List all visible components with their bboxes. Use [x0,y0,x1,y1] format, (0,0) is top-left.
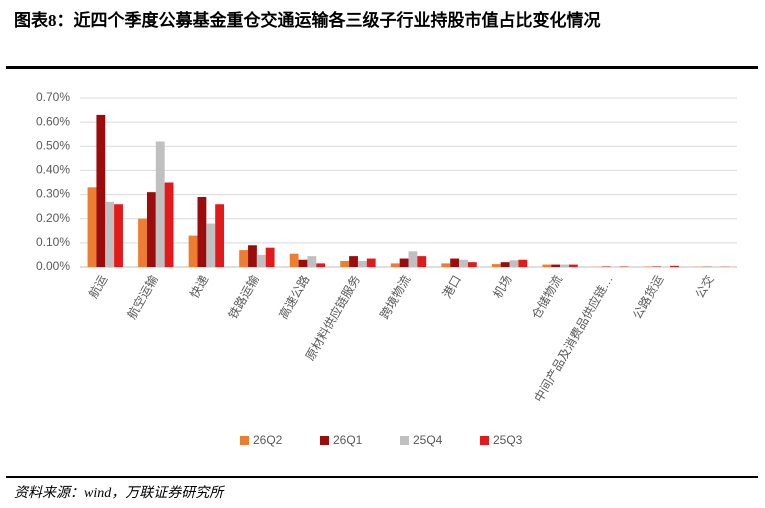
x-tick-label: 跨境物流 [376,272,413,321]
source-note: 资料来源：wind，万联证券研究所 [14,485,225,501]
bar [248,245,257,267]
x-tick-label: 高速公路 [275,272,312,321]
legend-label: 25Q3 [493,433,523,447]
bar [670,265,679,267]
x-tick-label: 航运 [85,272,110,300]
legend-swatch [320,436,329,445]
bar [509,260,519,267]
bar [114,204,123,267]
bar [467,262,477,267]
y-tick-label: 0.00% [36,259,70,273]
legend-swatch [400,436,409,445]
bar [459,259,468,267]
legend-swatch [480,436,489,445]
bottom-rule [6,476,758,478]
bar [349,256,358,267]
bar [491,264,501,267]
bar [239,250,249,267]
bar [206,223,216,267]
bar [307,256,317,267]
x-tick-label: 原材料供应链服务 [302,272,363,363]
y-tick-label: 0.50% [36,138,70,152]
bar [408,251,418,267]
x-tick-label: 港口 [440,273,464,301]
bar [399,258,409,267]
bar [87,187,97,267]
bar [450,258,460,267]
x-tick-label: 公交 [692,272,717,300]
bar [390,263,400,267]
bar [96,114,106,268]
bar [105,201,115,267]
bar [518,259,528,267]
bar [568,264,578,267]
bar [188,235,198,267]
x-tick-label: 仓储物流 [528,272,565,321]
bar [357,260,367,267]
bar [298,259,308,267]
bar [560,264,569,267]
bar [146,192,156,267]
legend-label: 26Q1 [333,433,363,447]
bar [197,196,207,267]
y-tick-label: 0.30% [36,187,70,201]
x-tick-label: 快递 [187,273,211,301]
bar [256,254,266,267]
y-tick-label: 0.70% [36,90,70,104]
bar [340,260,350,267]
bar [265,247,275,267]
bar [366,258,376,267]
bar [215,204,225,267]
bar [316,263,326,267]
bar [542,264,552,267]
bar [164,182,174,267]
y-tick-label: 0.60% [36,114,70,128]
bar [500,262,510,267]
y-tick-label: 0.20% [36,211,70,225]
chart-title: 图表8：近四个季度公募基金重仓交通运输各三级子行业持股市值占比变化情况 [14,10,601,30]
bar [138,218,147,267]
x-tick-label: 航空运输 [124,272,161,321]
bar [441,263,451,267]
y-tick-label: 0.10% [36,235,70,249]
x-tick-label: 机场 [490,273,514,301]
bar [417,256,427,267]
legend-label: 26Q2 [253,433,283,447]
y-tick-label: 0.40% [36,163,70,177]
x-tick-label: 铁路运输 [225,272,262,321]
bar [551,264,561,267]
x-tick-label: 公路货运 [629,272,666,321]
top-rule [6,66,758,69]
bar [289,253,299,267]
legend-label: 25Q4 [413,433,443,447]
legend-swatch [240,436,249,445]
bar [155,141,165,267]
